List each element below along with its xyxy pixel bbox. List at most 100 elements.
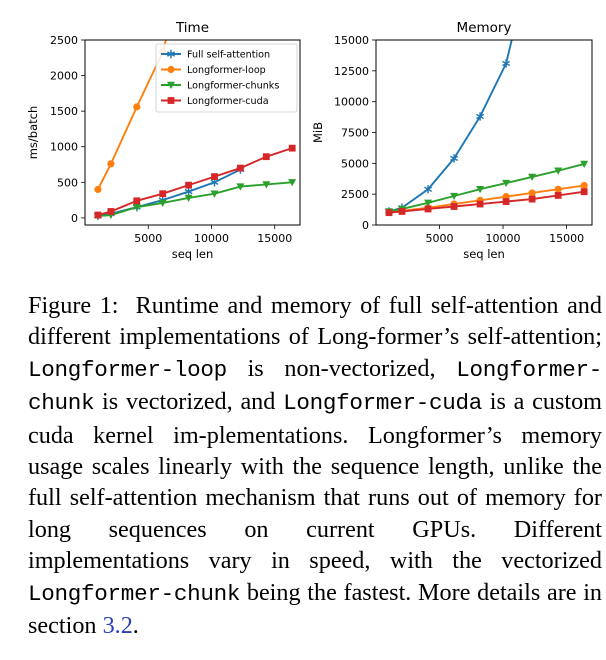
caption-text: . [132,612,139,640]
legend-marker [167,49,175,59]
data-point [107,208,115,215]
data-point [184,187,193,196]
data-point [424,199,433,207]
y-tick-label: 5000 [341,157,369,170]
section-reference-link[interactable]: 3.2 [102,612,133,640]
y-tick-label: 7500 [341,127,369,140]
caption-text: is vectorized, and [102,388,276,416]
data-point [554,185,562,193]
data-point [450,203,458,210]
data-point [262,181,271,189]
series-line [97,181,293,218]
chart-title: Time [175,20,209,36]
caption-text: is non-vectorized, [247,354,436,382]
data-point [262,153,270,161]
data-point [502,198,510,205]
code-longformer-cuda: Longformer-cuda [283,390,483,417]
data-point [237,164,244,172]
series-line [388,40,513,213]
data-point [133,103,141,111]
data-point [450,192,459,201]
data-point [184,194,193,202]
data-point [210,178,219,187]
data-point [159,190,167,198]
y-tick-label: 1500 [50,105,78,118]
data-point [94,211,102,219]
legend-entry: Longformer-chunks [161,81,279,92]
data-point [158,199,167,207]
series-longformer-cuda [385,188,588,217]
y-tick-label: 12500 [334,65,369,78]
code-longformer-loop: Longformer-loop [28,356,227,383]
x-tick-label: 10000 [194,232,229,245]
legend-marker [167,65,175,74]
series-longformer-cuda [94,144,296,219]
legend-entry: Longformer-cuda [161,96,269,107]
y-tick-label: 500 [57,176,78,189]
data-point [385,209,393,217]
legend-label: Longformer-loop [187,65,266,76]
data-point [424,185,433,194]
x-tick-label: 10000 [486,232,521,245]
x-tick-label: 15000 [549,232,584,245]
data-point [210,190,219,198]
chart-title: Memory [457,20,512,36]
data-point [502,179,511,188]
legend-marker [167,81,175,89]
legend-label: Longformer-cuda [187,96,269,107]
caption-text: Runtime and memory of full self-attentio… [28,292,602,351]
y-tick-label: 0 [71,212,78,225]
data-point [580,188,588,196]
legend-label: Longformer-chunks [187,81,279,92]
y-tick-label: 15000 [334,34,369,47]
x-tick-label: 5000 [426,232,454,245]
data-point [236,183,245,191]
data-point [211,173,218,181]
plot-frame [84,39,301,226]
data-point [94,185,102,194]
legend-marker [167,97,175,104]
data-point [476,112,485,121]
series-longformer-chunks [93,179,297,221]
x-axis-label: seq len [463,247,505,261]
data-point [476,200,484,208]
plot-frame [375,39,593,226]
code-longformer-chunk: Longformer-chunk [28,356,603,417]
data-point [133,197,141,205]
data-point [580,160,589,168]
data-point [398,208,406,215]
data-point [580,181,588,190]
x-axis-label: seq len [172,247,214,261]
caption-text: being the fastest. More details are in s… [28,578,603,640]
data-point [528,195,536,203]
data-point [554,192,562,199]
y-tick-label: 10000 [334,96,369,109]
y-tick-label: 2500 [341,188,369,201]
data-point [424,205,432,213]
memory-chart: Memory 5000 10000 15000 0 2500 5000 7500 10000 12… [311,20,593,261]
legend-label: Full self-attention [187,50,270,61]
y-tick-label: 1000 [50,141,78,154]
code-longformer-chunk: Longformer-chunk [28,580,241,607]
data-point [476,186,485,194]
data-point [288,144,296,152]
y-tick-label: 2000 [50,70,78,83]
data-point [132,204,141,212]
time-chart: Time 5000 10000 15000 0 500 1000 1500 2000 2500 se… [26,20,301,261]
legend-entry: Longformer-loop [161,65,266,76]
data-point [288,179,297,187]
figure-label: Figure 1: [28,292,119,319]
figure-caption: Figure 1: Runtime and memory of full sel… [28,290,602,641]
y-tick-label: 2500 [50,34,78,47]
data-point [107,160,115,168]
data-point [554,167,563,175]
data-point [528,189,536,197]
y-tick-label: 0 [362,219,369,232]
y-axis-label: ms/batch [26,106,40,160]
legend-entry: Full self-attention [161,50,270,61]
data-point [450,154,459,163]
data-point [502,59,511,68]
y-axis-label: MiB [311,122,325,143]
x-tick-label: 15000 [257,232,292,245]
x-tick-label: 5000 [134,232,162,245]
